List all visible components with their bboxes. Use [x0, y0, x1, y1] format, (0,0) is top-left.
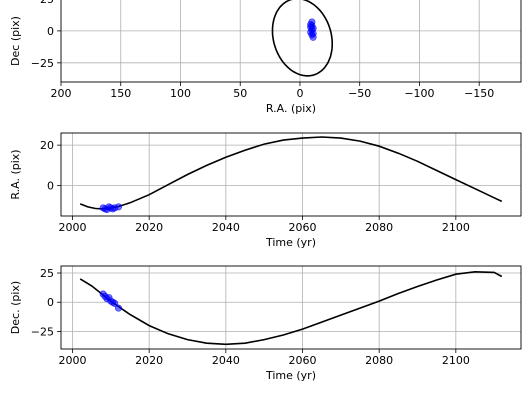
sky-track-panel: 200 150 100 50 0 −50 −100 −150 25 0 −25 R.A. (pix) D…	[9, 0, 522, 115]
x-tick-label: 2040	[212, 221, 240, 234]
x-tick-label: 2020	[135, 221, 163, 234]
plot-frame	[60, 0, 522, 83]
dec-time-panel: 2000 2020 2040 2060 2080 2100 25 0 −25 Time (yr) D…	[9, 265, 522, 382]
observation-point	[111, 299, 119, 307]
data-layer	[79, 270, 503, 346]
x-tick-label: 50	[233, 87, 247, 100]
x-axis-label: R.A. (pix)	[266, 102, 316, 115]
x-tick-label: 2060	[289, 354, 317, 367]
observation-point	[115, 304, 123, 312]
x-axis-label: Time (yr)	[265, 369, 316, 382]
plot-frame	[60, 265, 522, 350]
x-tick-label: −100	[404, 87, 434, 100]
model-curve	[79, 136, 503, 210]
x-tick-label: 100	[170, 87, 191, 100]
x-tick-label: −50	[348, 87, 371, 100]
x-tick-label: 2080	[365, 354, 393, 367]
x-tick-label: 2100	[442, 221, 470, 234]
observation-point	[309, 33, 317, 41]
x-tick-label: 200	[51, 87, 72, 100]
y-tick-label: 0	[47, 180, 54, 193]
data-layer	[271, 0, 334, 77]
x-axis-label: Time (yr)	[265, 236, 316, 249]
x-tick-label: 2020	[135, 354, 163, 367]
y-axis-label: Dec. (pix)	[9, 281, 22, 334]
grid	[61, 133, 521, 216]
y-axis-label: Dec (pix)	[9, 16, 22, 66]
grid	[61, 266, 521, 349]
y-tick-label: 25	[40, 0, 54, 6]
y-tick-label: 0	[47, 296, 54, 309]
model-curve	[79, 270, 503, 346]
x-tick-label: 2000	[59, 354, 87, 367]
x-tick-label: 2080	[365, 221, 393, 234]
x-tick-label: 2100	[442, 354, 470, 367]
y-axis-label: R.A. (pix)	[9, 149, 22, 199]
plot-frame	[60, 132, 522, 217]
y-tick-label: −25	[31, 57, 54, 70]
x-tick-label: 2040	[212, 354, 240, 367]
x-tick-label: 2060	[289, 221, 317, 234]
observation-point	[115, 203, 123, 211]
y-tick-label: 20	[40, 139, 54, 152]
y-tick-label: −25	[31, 325, 54, 338]
orbit-ellipse	[271, 0, 334, 77]
ra-time-panel: 2000 2020 2040 2060 2080 2100 20 0 Time (yr) R.A.…	[9, 132, 522, 249]
x-tick-label: 150	[110, 87, 131, 100]
grid	[61, 0, 521, 82]
y-tick-label: 25	[40, 267, 54, 280]
data-layer	[79, 136, 503, 214]
x-tick-label: −150	[464, 87, 494, 100]
x-tick-label: 2000	[59, 221, 87, 234]
y-tick-label: 0	[47, 25, 54, 38]
x-tick-label: 0	[296, 87, 303, 100]
